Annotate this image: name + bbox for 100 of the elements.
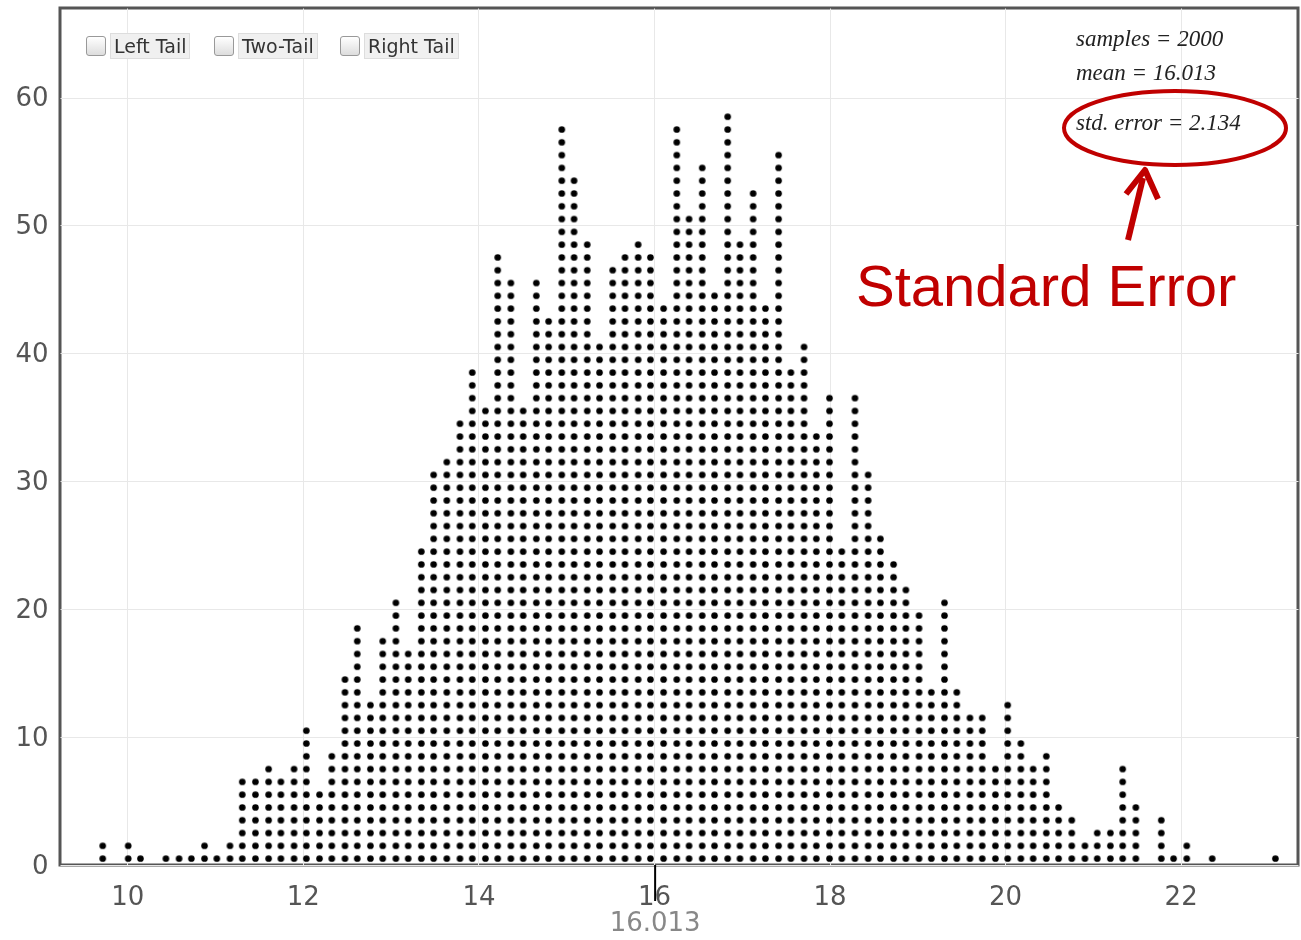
x-tick-label: 14 [462, 880, 496, 911]
bar [442, 455, 452, 865]
bar [825, 391, 835, 865]
bar [264, 762, 274, 865]
bar [1105, 826, 1115, 865]
bar [327, 749, 337, 865]
bar [774, 148, 784, 865]
bar [429, 468, 439, 865]
bar [645, 251, 655, 865]
bar [161, 852, 171, 865]
bar [569, 174, 579, 865]
bar [403, 647, 413, 865]
bar [965, 711, 975, 865]
bar [480, 404, 490, 865]
bar [901, 583, 911, 865]
bar [378, 634, 388, 865]
bar [557, 123, 567, 865]
bar [811, 430, 821, 865]
bar [710, 289, 720, 865]
bar [748, 187, 758, 865]
bar [1131, 801, 1141, 865]
bar [212, 852, 222, 865]
bar [391, 596, 401, 865]
bar [531, 276, 541, 865]
bar [672, 123, 682, 865]
bar [786, 366, 796, 865]
y-tick-label: 0 [31, 849, 49, 880]
bar [340, 673, 350, 865]
bar [1016, 737, 1026, 865]
bar [723, 110, 733, 865]
bar [595, 340, 605, 865]
bar [697, 161, 707, 865]
y-tick-label: 60 [15, 82, 49, 113]
annotation: Standard Error [856, 252, 1237, 319]
annotation: Two-Tail [238, 33, 318, 59]
x-tick-label: 12 [286, 880, 320, 911]
bar [940, 596, 950, 865]
x-tick-label: 18 [813, 880, 847, 911]
y-tick-label: 20 [15, 593, 49, 624]
bar [123, 839, 133, 865]
bar [200, 839, 210, 865]
bar [659, 302, 669, 865]
bar [174, 852, 184, 865]
x-tick-label: 22 [1164, 880, 1198, 911]
bar [735, 238, 745, 865]
bar [977, 711, 987, 865]
bar [225, 839, 235, 865]
bar [926, 685, 936, 865]
bar [315, 788, 325, 865]
bar [837, 545, 847, 865]
bar [493, 251, 503, 865]
annotation: Right Tail [364, 33, 459, 59]
x-tick-label: 10 [111, 880, 145, 911]
bar [365, 698, 375, 865]
bar [455, 417, 465, 865]
bar [518, 404, 528, 865]
annotation: std. error = 2.134 [1076, 110, 1241, 136]
bar [237, 775, 247, 865]
bar [250, 775, 260, 865]
bar [1054, 801, 1064, 865]
bar [760, 302, 770, 865]
bar [416, 545, 426, 865]
bar [1003, 698, 1013, 865]
bar [684, 212, 694, 865]
annotation: mean = 16.013 [1076, 60, 1217, 86]
y-tick-label: 30 [15, 465, 49, 496]
bar [863, 468, 873, 865]
bar [1067, 813, 1077, 865]
annotation: Left Tail [110, 33, 191, 59]
bar [582, 238, 592, 865]
bar [1169, 852, 1179, 865]
bar [608, 263, 618, 865]
bar [914, 609, 924, 865]
bar [1041, 749, 1051, 865]
bar [467, 366, 477, 865]
bar [990, 762, 1000, 865]
bar [544, 314, 554, 865]
bar [1118, 762, 1128, 865]
bar [352, 621, 362, 865]
bar [301, 724, 311, 865]
bar [1028, 762, 1038, 865]
bar [135, 852, 145, 865]
bar [1080, 839, 1090, 865]
bar [1182, 839, 1192, 865]
bar [276, 775, 286, 865]
bar [620, 251, 630, 865]
bar [1156, 813, 1166, 865]
y-tick-label: 50 [15, 209, 49, 240]
bar [799, 340, 809, 865]
bar [952, 685, 962, 865]
bar [1092, 826, 1102, 865]
bar [186, 852, 196, 865]
annotation: samples = 2000 [1076, 26, 1224, 52]
y-tick-label: 40 [15, 337, 49, 368]
bar [1270, 852, 1280, 865]
bar [506, 276, 516, 865]
bar [850, 391, 860, 865]
bar [289, 762, 299, 865]
bar [633, 238, 643, 865]
bar [1207, 852, 1217, 865]
